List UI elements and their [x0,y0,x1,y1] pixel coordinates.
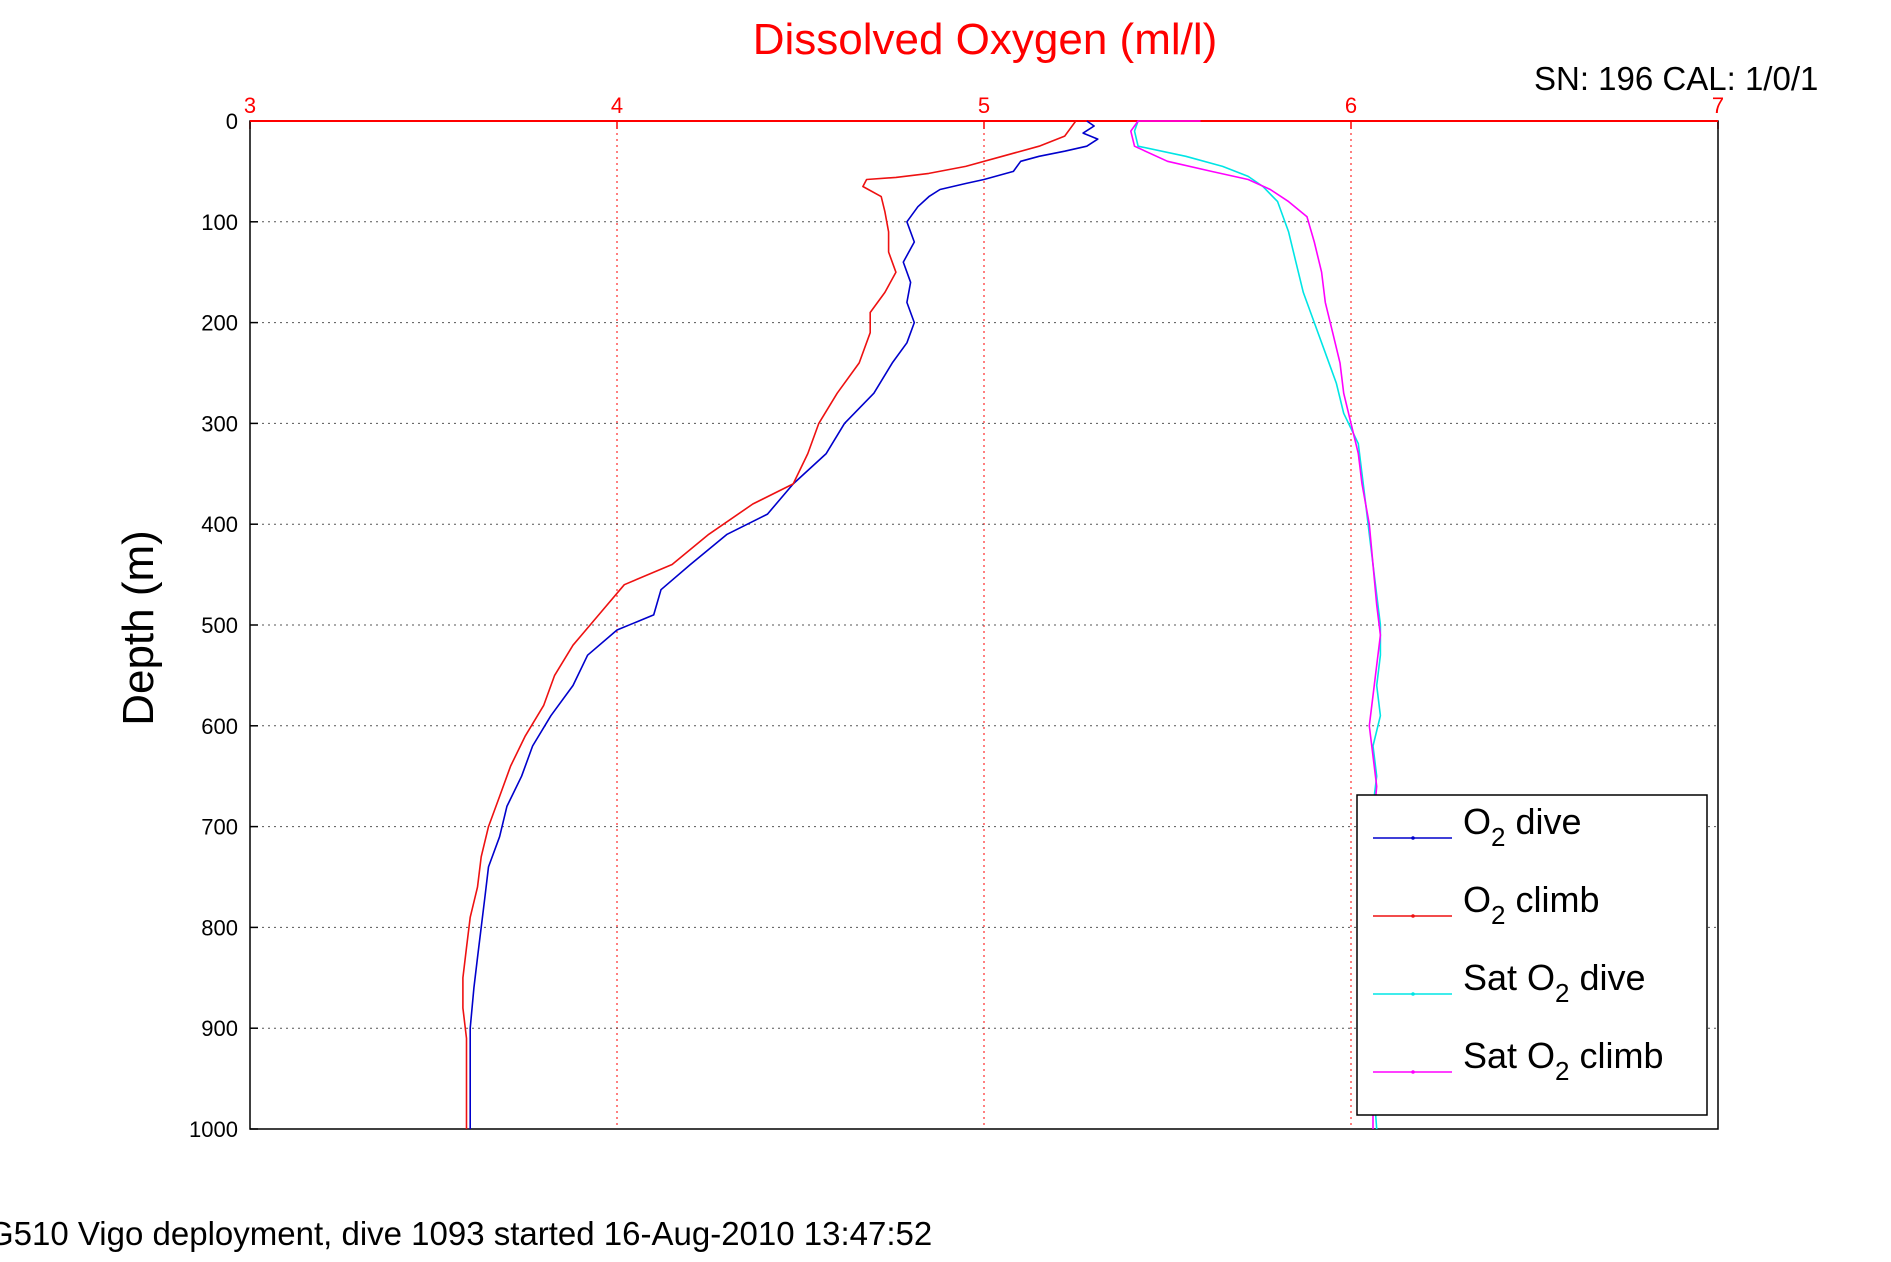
y-tick-label: 300 [201,411,238,436]
legend-label-o2-dive: O2 dive [1463,801,1582,852]
legend-marker-sat-o2-dive [1411,992,1415,996]
series-line-o2-dive [469,120,1099,1129]
x-tick-labels: 3 4 5 6 7 [244,93,1724,118]
y-tick-label: 600 [201,714,238,739]
y-tick-label: 200 [201,311,238,336]
y-tick-label: 800 [201,915,238,940]
y-tick-label: 1000 [189,1117,238,1142]
legend-marker-o2-dive [1411,836,1415,840]
y-tick-label: 700 [201,815,238,840]
y-tick-labels: 0 100 200 300 400 500 600 700 800 900 1000 [189,109,238,1142]
x-tick-label: 6 [1345,93,1357,118]
y-tick-label: 900 [201,1016,238,1041]
y-tick-label: 100 [201,210,238,235]
x-tick-label: 5 [978,93,990,118]
legend-box [1356,794,1708,1116]
y-tick-label: 400 [201,512,238,537]
footer-caption: G510 Vigo deployment, dive 1093 started … [0,1215,932,1252]
legend-label-o2-climb: O2 climb [1463,879,1600,930]
legend-label-sat-o2-climb: Sat O2 climb [1463,1035,1664,1086]
grid [249,120,1719,1130]
y-tick-label: 500 [201,613,238,638]
chart-title: Dissolved Oxygen (ml/l) [753,15,1218,64]
x-tick-label: 7 [1712,93,1724,118]
x-tick-label: 3 [244,93,256,118]
legend: O2 dive O2 climb Sat O2 dive Sat O2 climb [1356,794,1708,1116]
y-axis-label: Depth (m) [114,530,163,726]
x-tick-label: 4 [611,93,623,118]
legend-marker-o2-climb [1411,914,1415,918]
legend-label-sat-o2-dive: Sat O2 dive [1463,957,1646,1008]
legend-marker-sat-o2-climb [1411,1070,1415,1074]
series-lines [462,120,1382,1130]
sn-cal-label: SN: 196 CAL: 1/0/1 [1534,60,1818,97]
series-line-o2-climb [462,120,1077,1129]
y-tick-label: 0 [226,109,238,134]
